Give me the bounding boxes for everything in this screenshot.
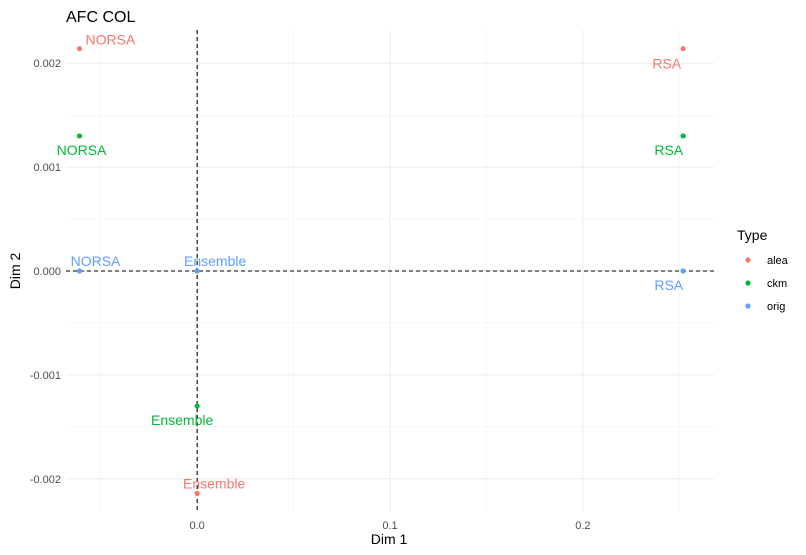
legend: Type alea ckm orig bbox=[737, 227, 789, 313]
label-alea-rsa: RSA bbox=[652, 56, 681, 72]
x-axis-title: Dim 1 bbox=[371, 531, 408, 547]
point-alea-norsa bbox=[76, 46, 83, 52]
y-tick-label: -0.002 bbox=[30, 474, 61, 486]
point-alea-ensemble bbox=[194, 490, 200, 496]
legend-key-alea bbox=[745, 257, 751, 263]
point-orig-rsa bbox=[680, 268, 686, 274]
label-orig-ensemble: Ensemble bbox=[184, 253, 246, 269]
label-orig-rsa: RSA bbox=[654, 277, 683, 293]
label-alea-ensemble: Ensemble bbox=[183, 475, 245, 491]
y-tick-label: 0.000 bbox=[33, 266, 61, 278]
point-alea-rsa bbox=[680, 46, 686, 52]
y-tick-label: -0.001 bbox=[30, 370, 61, 382]
y-axis-ticks: -0.002 -0.001 0.000 0.001 0.002 bbox=[30, 58, 61, 486]
legend-key-orig bbox=[745, 303, 751, 309]
legend-label-alea: alea bbox=[767, 255, 789, 267]
y-tick-label: 0.002 bbox=[33, 58, 61, 70]
x-tick-label: 0.0 bbox=[189, 520, 204, 532]
x-tick-label: 0.2 bbox=[575, 520, 590, 532]
point-orig-norsa bbox=[76, 268, 83, 274]
label-orig-norsa: NORSA bbox=[71, 253, 121, 269]
label-ckm-norsa: NORSA bbox=[57, 142, 107, 158]
legend-label-orig: orig bbox=[767, 301, 785, 313]
legend-label-ckm: ckm bbox=[767, 278, 787, 290]
legend-key-ckm bbox=[745, 280, 751, 286]
data-points bbox=[76, 46, 686, 496]
point-ckm-ensemble bbox=[194, 403, 200, 409]
point-orig-ensemble bbox=[194, 268, 200, 274]
x-axis-ticks: 0.0 0.1 0.2 bbox=[189, 520, 590, 532]
y-axis-title: Dim 2 bbox=[7, 253, 23, 290]
label-ckm-ensemble: Ensemble bbox=[151, 412, 213, 428]
legend-title: Type bbox=[737, 227, 768, 243]
label-ckm-rsa: RSA bbox=[654, 142, 683, 158]
point-labels: NORSA RSA Ensemble NORSA RSA Ensemble NORSA RSA… bbox=[57, 32, 684, 492]
point-ckm-norsa bbox=[76, 133, 83, 139]
label-alea-norsa: NORSA bbox=[86, 32, 136, 48]
point-ckm-rsa bbox=[680, 133, 686, 139]
chart-title: AFC COL bbox=[66, 9, 135, 26]
x-tick-label: 0.1 bbox=[382, 520, 397, 532]
y-tick-label: 0.001 bbox=[33, 162, 61, 174]
